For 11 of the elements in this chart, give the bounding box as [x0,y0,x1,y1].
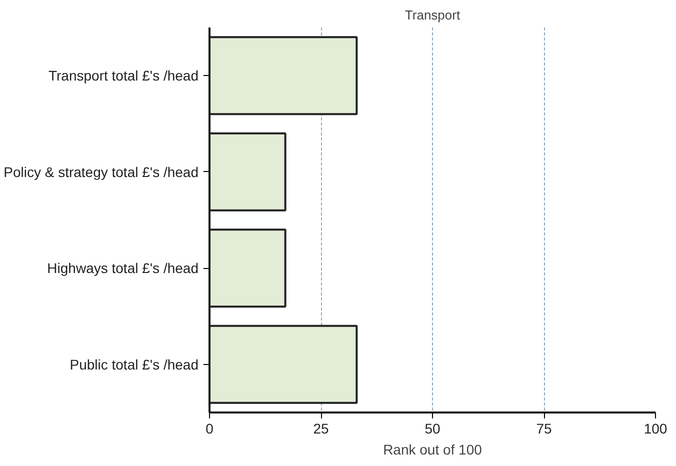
x-tick-label: 0 [206,420,214,436]
y-tick-label: Transport total £'s /head [48,68,198,84]
y-tick-label: Policy & strategy total £'s /head [4,164,199,180]
y-tick-label: Public total £'s /head [70,356,199,372]
x-axis-title: Rank out of 100 [383,442,482,458]
x-tick-label: 50 [424,420,440,436]
y-tick-label: Highways total £'s /head [47,260,199,276]
x-tick-label: 75 [536,420,552,436]
x-tick-label: 100 [644,420,668,436]
chart-title: Transport [404,8,460,22]
x-tick-label: 25 [313,420,329,436]
